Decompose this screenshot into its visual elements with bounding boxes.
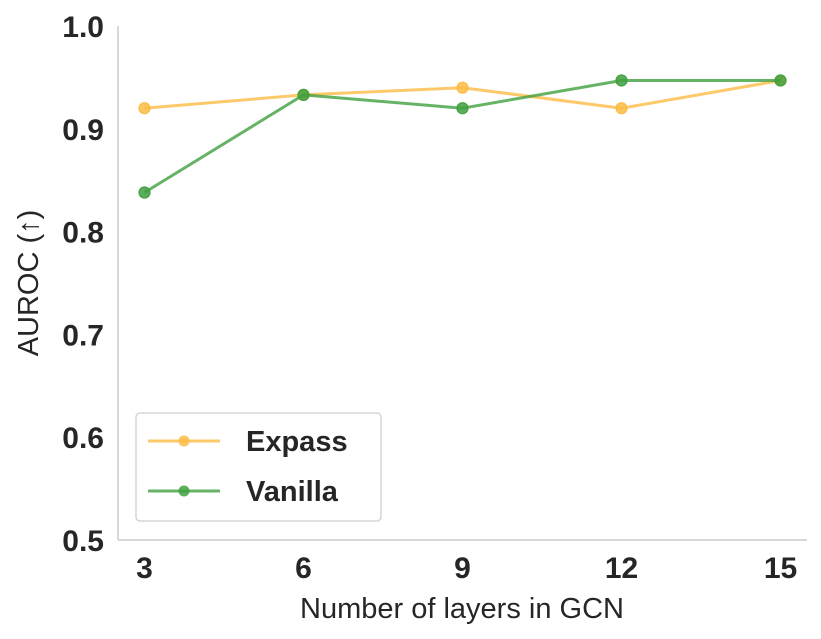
vanilla-point <box>138 186 151 199</box>
legend-vanilla-label: Vanilla <box>246 476 339 508</box>
y-tick-label: 0.7 <box>62 319 104 352</box>
y-axis-label: AUROC (↑) <box>13 210 45 357</box>
legend: Expass Vanilla <box>135 412 382 522</box>
y-tick-label: 0.5 <box>62 525 104 558</box>
expass-point <box>456 81 469 94</box>
vanilla-point <box>774 74 787 87</box>
axes <box>117 26 807 541</box>
y-tick-label: 1.0 <box>62 11 104 44</box>
legend-vanilla-marker <box>178 485 190 497</box>
x-tick-labels: 3 6 9 12 15 <box>136 552 797 585</box>
series-layer <box>138 74 787 199</box>
x-axis-label: Number of layers in GCN <box>300 593 624 625</box>
x-tick-label: 15 <box>764 552 797 585</box>
vanilla-point <box>615 74 628 87</box>
legend-expass-marker <box>178 435 190 447</box>
vanilla-point <box>297 88 310 101</box>
y-tick-label: 0.6 <box>62 422 104 455</box>
vanilla-point <box>456 102 469 115</box>
x-tick-label: 6 <box>295 552 312 585</box>
legend-expass-label: Expass <box>246 426 348 458</box>
y-tick-labels: 0.5 0.6 0.7 0.8 0.9 1.0 <box>62 11 104 558</box>
expass-point <box>615 102 628 115</box>
x-tick-label: 9 <box>454 552 471 585</box>
expass-point <box>138 102 151 115</box>
y-tick-label: 0.9 <box>62 114 104 147</box>
x-tick-label: 3 <box>136 552 153 585</box>
y-tick-label: 0.8 <box>62 217 104 250</box>
x-tick-label: 12 <box>605 552 638 585</box>
